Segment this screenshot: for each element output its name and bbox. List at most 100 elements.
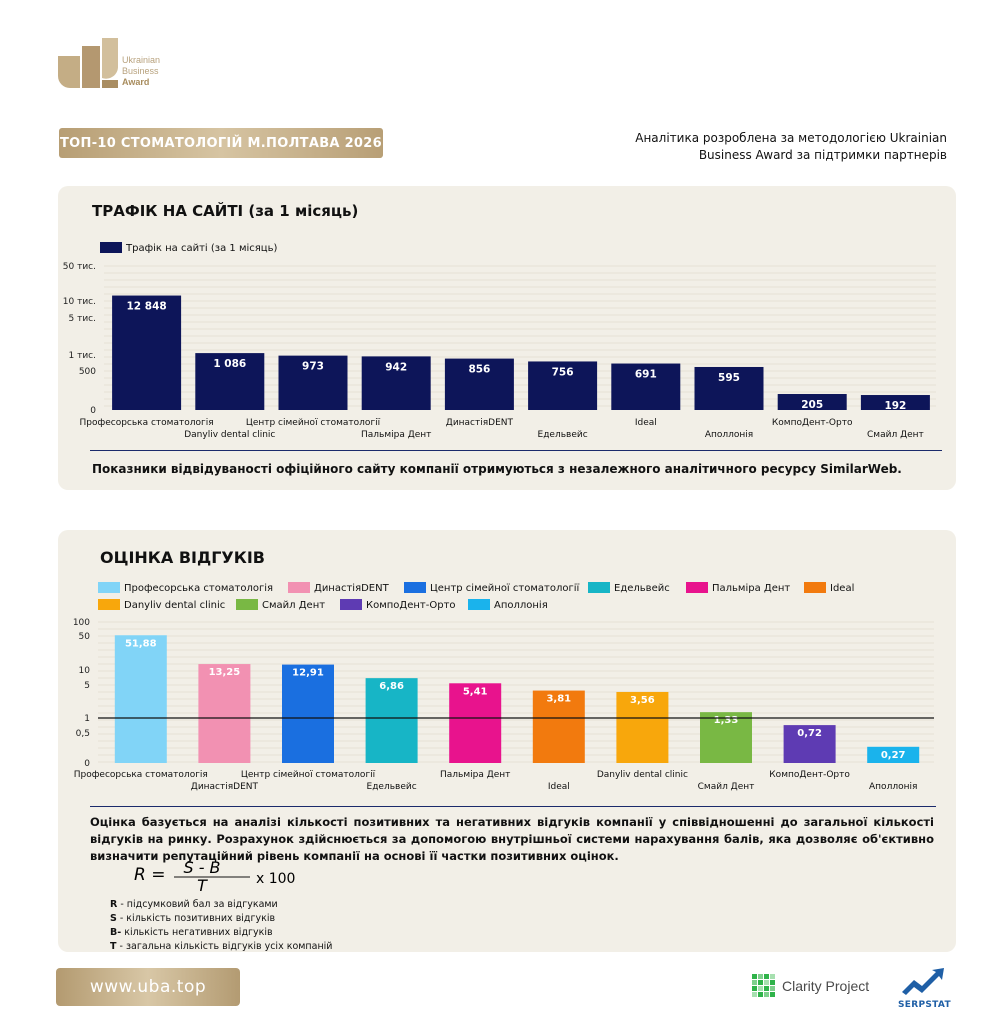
y-tick-label: 1 тис. bbox=[69, 351, 97, 361]
traffic-source-note: Показники відвідуваності офіційного сайт… bbox=[92, 462, 902, 476]
legend-label: Аполлонія bbox=[494, 599, 548, 611]
y-tick-label: 0 bbox=[84, 759, 90, 769]
bar bbox=[777, 394, 847, 410]
legend-label: ДинастіяDENT bbox=[314, 582, 390, 594]
data-label: 1,33 bbox=[714, 715, 739, 726]
bar bbox=[783, 725, 836, 763]
x-tick-label: ДинастіяDENT bbox=[446, 418, 514, 428]
x-tick-label: Ideal bbox=[548, 782, 570, 792]
reviews-method-paragraph: Оцінка базується на аналізі кількості по… bbox=[90, 815, 934, 863]
data-label: 3,81 bbox=[546, 694, 571, 705]
uba-logo-mark bbox=[58, 38, 119, 88]
legend-label: Пальміра Дент bbox=[712, 582, 790, 594]
legend-label: Центр сімейної стоматології bbox=[430, 582, 579, 594]
data-label: 13,25 bbox=[209, 667, 241, 678]
legend-swatch bbox=[98, 582, 120, 593]
traffic-divider bbox=[90, 450, 942, 451]
bar bbox=[278, 355, 348, 410]
formula-lhs: R = bbox=[134, 865, 165, 885]
data-label: 51,88 bbox=[125, 638, 157, 649]
data-label: 5,41 bbox=[463, 686, 488, 697]
bar bbox=[114, 635, 167, 763]
bar bbox=[361, 356, 431, 410]
data-label: 3,56 bbox=[630, 695, 655, 706]
legend-label: Трафік на сайті (за 1 місяць) bbox=[125, 242, 277, 254]
serpstat-logo: SERPSTAT bbox=[898, 966, 951, 1010]
legend-label: Ideal bbox=[830, 583, 854, 594]
legend-swatch bbox=[340, 599, 362, 610]
data-label: 12 848 bbox=[127, 301, 167, 313]
x-tick-label: КомпоДент-Орто bbox=[769, 770, 850, 780]
clarity-project-label: Clarity Project bbox=[782, 978, 870, 994]
traffic-title: ТРАФІК НА САЙТІ (за 1 місяць) bbox=[92, 202, 359, 220]
y-tick-label: 5 тис. bbox=[69, 314, 97, 324]
data-label: 192 bbox=[884, 400, 906, 412]
y-tick-label: 0,5 bbox=[76, 729, 90, 739]
x-tick-label: Аполлонія bbox=[869, 782, 917, 792]
clarity-grid-icon bbox=[752, 974, 775, 997]
y-tick-label: 50 bbox=[79, 632, 91, 642]
x-tick-label: Центр сімейної стоматології bbox=[246, 418, 381, 428]
bar bbox=[449, 683, 502, 763]
data-label: 691 bbox=[635, 369, 657, 381]
bar bbox=[195, 353, 265, 410]
clarity-project-logo: Clarity Project bbox=[752, 972, 869, 1000]
bar bbox=[867, 746, 920, 763]
legend-label: Смайл Дент bbox=[262, 600, 325, 611]
traffic-chart: 50 тис. 10 тис. 5 тис. 1 тис. 500 0 Трафік на … bbox=[63, 242, 936, 440]
rating-formula: R = S - B T x 100 bbox=[134, 858, 314, 901]
x-tick-label: Пальміра Дент bbox=[361, 430, 431, 440]
x-tick-label: Аполлонія bbox=[705, 430, 753, 440]
formula-numerator: S - B bbox=[183, 860, 220, 877]
legend-swatch bbox=[804, 582, 826, 593]
serpstat-arrow-icon bbox=[902, 968, 944, 995]
data-label: 595 bbox=[718, 372, 740, 384]
y-tick-label: 10 bbox=[79, 666, 91, 676]
logo-line-1: Ukrainian bbox=[122, 55, 161, 65]
x-tick-label: Danyliv dental clinic bbox=[597, 770, 688, 780]
y-tick-label: 5 bbox=[84, 681, 90, 691]
bar bbox=[700, 712, 752, 763]
y-tick-label: 10 тис. bbox=[63, 297, 96, 307]
y-tick-label: 100 bbox=[73, 618, 90, 628]
y-tick-label: 0 bbox=[90, 406, 96, 416]
data-label: 0,27 bbox=[881, 750, 906, 761]
definition-r: R - підсумковий бал за відгуками bbox=[110, 899, 278, 910]
traffic-panel bbox=[58, 186, 956, 490]
bar bbox=[528, 361, 598, 410]
bar bbox=[611, 363, 681, 410]
x-tick-label: Смайл Дент bbox=[867, 430, 924, 440]
data-label: 973 bbox=[302, 361, 324, 373]
methodology-note: Аналітика розроблена за методологією Ukr… bbox=[617, 130, 947, 164]
logo-line-2: Business bbox=[122, 66, 159, 76]
logo-line-3: Award bbox=[122, 77, 150, 87]
legend-label: Едельвейс bbox=[614, 583, 670, 594]
x-tick-label: Центр сімейної стоматології bbox=[241, 770, 376, 780]
data-label: 942 bbox=[385, 361, 407, 373]
y-tick-label: 50 тис. bbox=[63, 262, 96, 272]
legend-swatch bbox=[236, 599, 258, 610]
x-tick-label: Danyliv dental clinic bbox=[184, 430, 275, 440]
data-label: 1 086 bbox=[213, 358, 246, 370]
legend-label: Професорська стоматологія bbox=[124, 582, 273, 594]
x-tick-label: Професорська стоматологія bbox=[74, 770, 208, 780]
serpstat-label: SERPSTAT bbox=[898, 1000, 951, 1010]
logo-wordmark: Ukrainian Business Award bbox=[122, 55, 160, 88]
legend-swatch bbox=[686, 582, 708, 593]
data-label: 6,86 bbox=[379, 681, 404, 692]
bar bbox=[532, 690, 585, 763]
y-tick-label: 1 bbox=[84, 714, 90, 724]
ukrainian-business-award-logo: Ukrainian Business Award bbox=[56, 36, 186, 92]
x-tick-label: Пальміра Дент bbox=[440, 770, 510, 780]
methodology-note-line-1: Аналітика розроблена за методологією Ukr… bbox=[635, 131, 947, 145]
website-link[interactable]: www.uba.top bbox=[56, 968, 240, 1006]
x-tick-label: КомпоДент-Орто bbox=[772, 418, 853, 428]
bar bbox=[694, 366, 764, 410]
legend-swatch bbox=[588, 582, 610, 593]
definition-t: T - загальна кількість відгуків усіх ком… bbox=[110, 941, 333, 952]
formula-multiplier: x 100 bbox=[256, 871, 295, 887]
x-tick-label: Професорська стоматологія bbox=[80, 418, 214, 428]
bar bbox=[198, 664, 251, 763]
bar bbox=[444, 358, 514, 410]
